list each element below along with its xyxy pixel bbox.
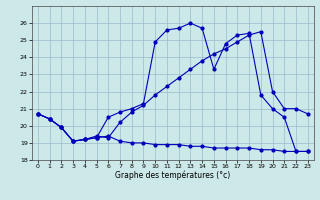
X-axis label: Graphe des températures (°c): Graphe des températures (°c) <box>115 171 230 180</box>
